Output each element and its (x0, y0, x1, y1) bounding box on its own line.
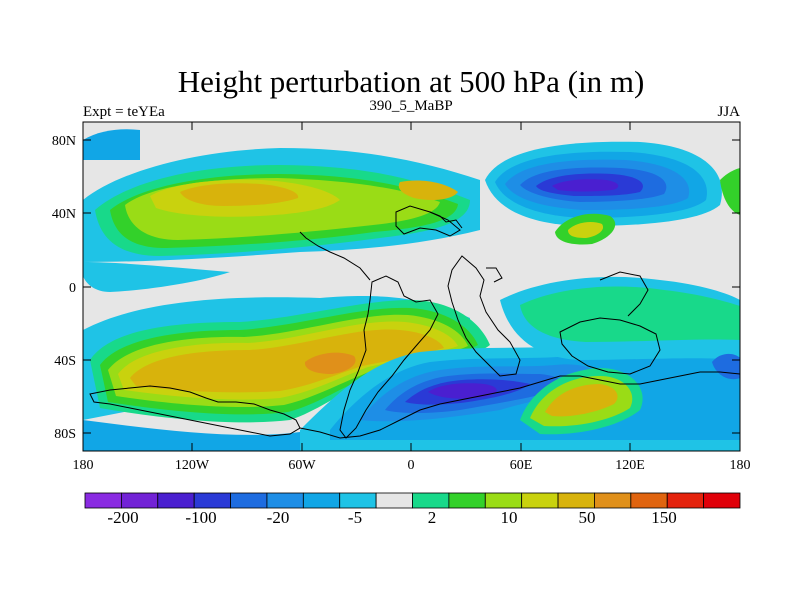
center-string: 390_5_MaBP (369, 98, 452, 114)
colorbar-box-2 (157, 492, 195, 509)
coastline-india (486, 267, 503, 283)
colorbar-box-12 (521, 492, 559, 509)
colorbar-labels: -200 -100 -20 -5 2 10 50 150 (107, 508, 676, 527)
colorbar-box-9 (412, 492, 450, 509)
band-neg-north-left-cyan (83, 129, 140, 160)
colorbar-box-15 (630, 492, 668, 509)
lat-label-eq: 0 (69, 281, 76, 296)
coastline-australia (559, 317, 661, 375)
left-string: Expt = teYEa (83, 104, 165, 120)
lon-label-180w: 180 (73, 458, 94, 473)
lon-label-180e: 180 (730, 458, 751, 473)
coastline-antarctic-west (89, 385, 301, 437)
colorbar-label-50: 50 (579, 508, 596, 527)
colorbar-box-17 (703, 492, 741, 509)
band-neg-south-core (428, 383, 497, 399)
colorbar-box-5 (266, 492, 304, 509)
colorbar-box-7 (339, 492, 377, 509)
colorbar-box-13 (557, 492, 595, 509)
colorbar-label-10: 10 (501, 508, 518, 527)
band-pos-south-orange (304, 352, 356, 374)
colorbar-label-neg100: -100 (185, 508, 216, 527)
band-pos-north-gold (180, 183, 299, 206)
colorbar-box-6 (302, 492, 341, 509)
band-neg-north-core (552, 179, 619, 192)
right-string: JJA (717, 104, 740, 120)
colorbar-label-neg200: -200 (107, 508, 138, 527)
colorbar-box-14 (594, 492, 632, 509)
band-pos-eastpac-north (720, 168, 740, 215)
coastline-antarctic-east (299, 371, 740, 439)
colorbar-box-4 (230, 492, 268, 509)
colorbar-label-2: 2 (428, 508, 437, 527)
lon-axis: 180 120W 60W 0 60E 120E 180 (73, 122, 751, 473)
colorbar-label-150: 150 (651, 508, 677, 527)
colorbar-box-3 (193, 492, 231, 509)
lat-label-80n: 80N (52, 134, 76, 149)
coastlines (89, 205, 740, 439)
lat-label-40n: 40N (52, 207, 76, 222)
lat-axis: 80N 40N 0 40S 80S (52, 134, 740, 442)
lon-label-60e: 60E (510, 458, 533, 473)
coastline-asia-east (599, 271, 649, 317)
colorbar-box-0 (84, 492, 122, 509)
colorbar-box-1 (120, 492, 159, 509)
coastline-north-america (395, 205, 461, 237)
main-title: Height perturbation at 500 hPa (in m) (178, 64, 645, 99)
contour-field (83, 122, 740, 451)
band-neg-southpole-edge (83, 420, 300, 451)
lat-label-40s: 40S (54, 354, 76, 369)
lon-label-120w: 120W (175, 458, 210, 473)
colorbar-box-8 (375, 492, 413, 509)
colorbar-label-neg5: -5 (348, 508, 362, 527)
band-pos-asia-blob-inner (568, 222, 604, 238)
colorbar-box-11 (484, 492, 523, 509)
band-pos-indian-gold (545, 384, 618, 417)
band-pos-westpac-tropics (83, 262, 230, 292)
colorbar-box-16 (666, 492, 705, 509)
coastline-south-america (339, 275, 439, 439)
colorbar-label-neg20: -20 (267, 508, 290, 527)
lon-label-60w: 60W (288, 458, 316, 473)
lat-label-80s: 80S (54, 427, 76, 442)
colorbar-box-10 (448, 492, 486, 509)
coastline-africa (447, 255, 521, 377)
lon-label-120e: 120E (615, 458, 645, 473)
lon-label-0: 0 (408, 458, 415, 473)
band-pos-north-pacific-gold (398, 180, 458, 200)
coastline-central-america (299, 231, 371, 281)
colorbar (84, 492, 741, 509)
coastline-europe (429, 211, 463, 229)
